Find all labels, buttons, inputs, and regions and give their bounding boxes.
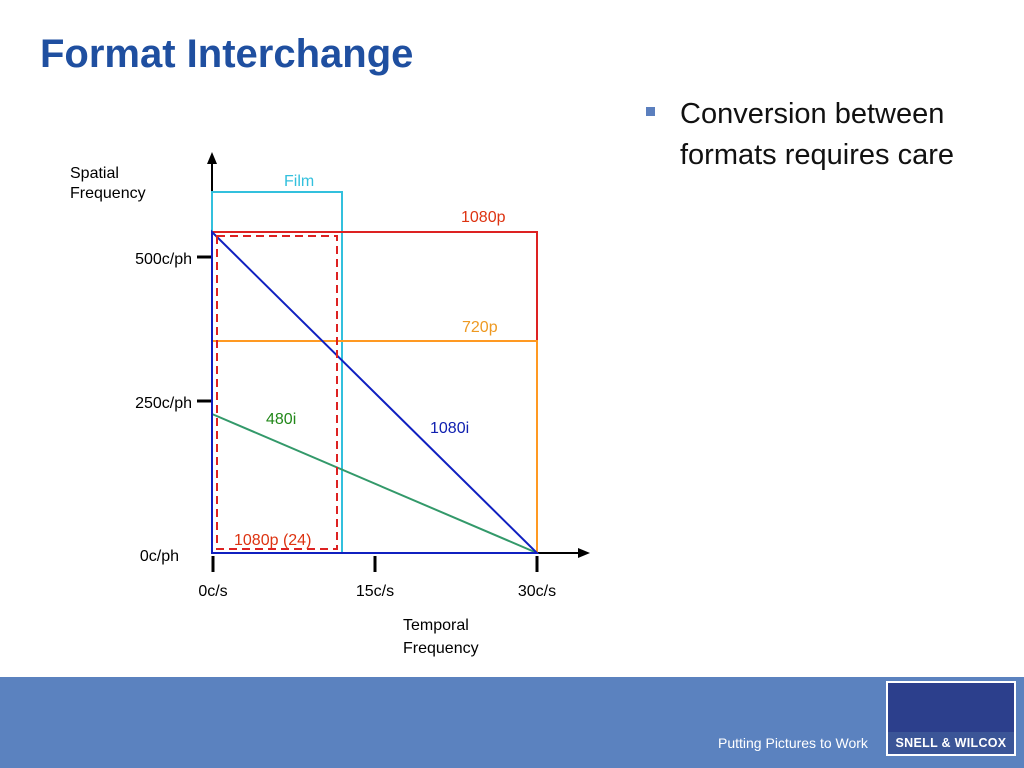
format-1080i (211, 229, 540, 554)
y-axis-title: Spatial Frequency (70, 165, 146, 202)
footer-tagline: Putting Pictures to Work (718, 735, 868, 751)
label-1080i: 1080i (430, 420, 469, 437)
label-1080p-24: 1080p (24) (234, 532, 311, 549)
bullet-list: Conversion between formats requires care (642, 94, 972, 176)
square-bullet-icon (646, 107, 655, 116)
logo-panel (888, 683, 1014, 732)
label-1080p: 1080p (461, 209, 506, 226)
footer-bar (0, 677, 1024, 768)
bullet-item: Conversion between formats requires care (642, 94, 972, 176)
y-tick-label: 250c/ph (135, 395, 192, 412)
label-film: Film (284, 173, 314, 190)
format-film (211, 191, 343, 554)
logo-text: SNELL & WILCOX (888, 732, 1014, 754)
bullet-text: Conversion between formats requires care (680, 98, 954, 171)
x-axis-title: Temporal Frequency (403, 617, 479, 657)
y-axis-title-line: Frequency (70, 185, 146, 202)
company-logo: SNELL & WILCOX (886, 681, 1016, 756)
slide-title: Format Interchange (40, 32, 414, 76)
y-tick-label: 0c/ph (140, 548, 179, 565)
format-diagram: Film 1080p 720p 480i 1080i 1080p (24) Sp… (70, 152, 590, 657)
x-tick-label: 0c/s (198, 583, 227, 600)
x-tick-label: 30c/s (518, 583, 556, 600)
x-tick-label: 15c/s (356, 583, 394, 600)
x-axis-title-line: Frequency (403, 640, 479, 657)
label-720p: 720p (462, 319, 498, 336)
format-1080p-24 (216, 235, 338, 550)
label-480i: 480i (266, 411, 296, 428)
y-axis-title-line: Spatial (70, 165, 119, 182)
format-shapes (211, 191, 540, 554)
x-axis-title-line: Temporal (403, 617, 469, 634)
y-tick-label: 500c/ph (135, 251, 192, 268)
format-720p (211, 340, 538, 554)
x-axis-arrow-icon (578, 548, 590, 558)
y-axis-arrow-icon (207, 152, 217, 164)
